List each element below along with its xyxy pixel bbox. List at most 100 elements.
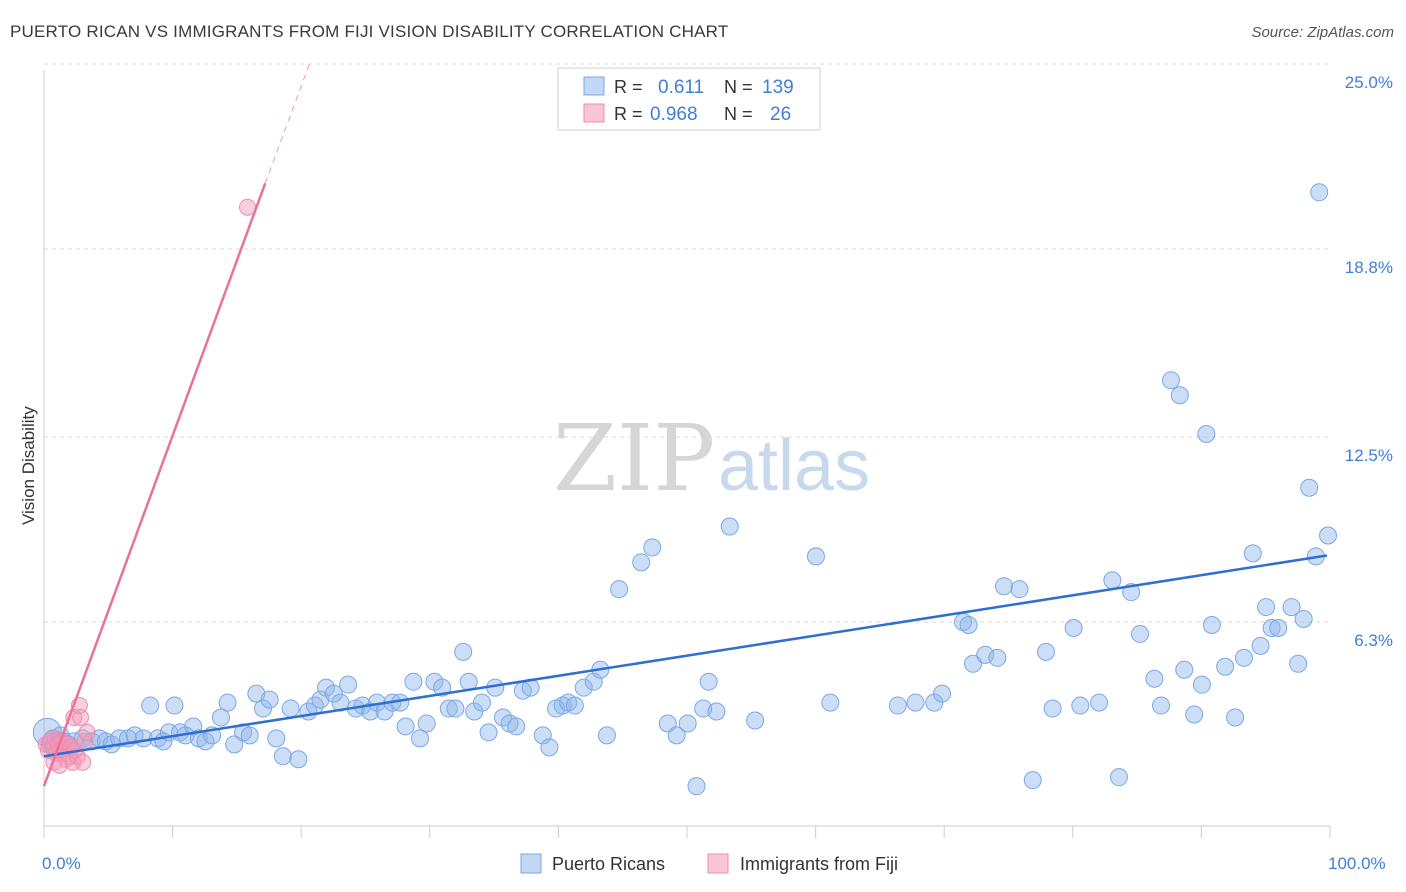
y-tick-label-0: 6.3% — [1354, 631, 1393, 650]
trend-line-fiji — [42, 182, 267, 787]
legend-r-label-1: R = — [614, 77, 643, 97]
point-puerto-rican — [411, 729, 430, 748]
point-puerto-rican — [1294, 610, 1313, 629]
watermark-atlas: atlas — [718, 426, 870, 506]
point-puerto-rican — [1269, 618, 1288, 637]
y-tick-label-3: 25.0% — [1345, 73, 1393, 92]
x-tick-label-min: 0.0% — [42, 854, 81, 873]
point-puerto-rican — [540, 738, 559, 757]
legend-r-label-2: R = — [614, 104, 643, 124]
point-fiji — [78, 723, 96, 741]
point-puerto-rican — [396, 717, 415, 736]
point-puerto-rican — [610, 580, 629, 599]
legend-r-value-2: 0.968 — [650, 104, 698, 125]
point-puerto-rican — [1103, 571, 1122, 590]
point-puerto-rican — [643, 538, 662, 557]
point-puerto-rican — [565, 696, 584, 715]
point-puerto-rican — [439, 699, 458, 718]
point-puerto-rican — [694, 699, 713, 718]
point-puerto-rican — [454, 642, 473, 661]
legend-swatch-blue — [583, 76, 605, 96]
watermark-zip: ZIP — [553, 405, 715, 512]
point-puerto-rican — [806, 547, 825, 566]
point-puerto-rican — [1216, 657, 1235, 676]
legend-n-value-2: 26 — [770, 104, 791, 125]
point-puerto-rican — [1145, 669, 1164, 688]
point-puerto-rican — [1071, 696, 1090, 715]
y-tick-label-2: 18.8% — [1345, 258, 1393, 277]
point-puerto-rican — [1226, 708, 1245, 727]
point-puerto-rican — [994, 577, 1013, 596]
bottom-legend-swatch-blue — [520, 853, 542, 874]
point-puerto-rican — [260, 690, 279, 709]
y-tick-label-1: 12.5% — [1345, 446, 1393, 465]
legend-n-value-1: 139 — [762, 77, 794, 98]
point-puerto-rican — [1202, 615, 1221, 634]
legend-n-label-1: N = — [724, 77, 753, 97]
point-puerto-rican — [821, 693, 840, 712]
point-puerto-rican — [1197, 425, 1216, 444]
point-puerto-rican — [1262, 618, 1281, 637]
point-puerto-rican — [667, 726, 686, 745]
point-puerto-rican — [417, 714, 436, 733]
point-puerto-rican — [1064, 618, 1083, 637]
point-puerto-rican — [1161, 371, 1180, 390]
point-puerto-rican — [247, 684, 266, 703]
point-puerto-rican — [720, 517, 739, 536]
point-puerto-rican — [1043, 699, 1062, 718]
point-puerto-rican — [339, 675, 358, 694]
point-puerto-rican — [1023, 771, 1042, 790]
point-puerto-rican — [707, 702, 726, 721]
point-puerto-rican — [906, 693, 925, 712]
point-puerto-rican — [1109, 768, 1128, 787]
point-puerto-rican — [446, 699, 465, 718]
legend-n-label-2: N = — [724, 104, 753, 124]
point-puerto-rican — [404, 672, 423, 691]
point-puerto-rican — [699, 672, 718, 691]
point-puerto-rican — [959, 615, 978, 634]
point-puerto-rican — [324, 684, 343, 703]
point-puerto-rican — [1300, 478, 1319, 497]
point-puerto-rican — [933, 684, 952, 703]
point-puerto-rican — [988, 648, 1007, 667]
point-puerto-rican — [1310, 183, 1329, 202]
trend-line-fiji-extension — [264, 63, 310, 184]
point-puerto-rican — [1090, 693, 1109, 712]
point-puerto-rican — [1152, 696, 1171, 715]
source-label: Source: ZipAtlas.com — [1251, 24, 1394, 41]
point-puerto-rican — [218, 693, 237, 712]
point-puerto-rican — [479, 723, 498, 742]
point-puerto-rican — [964, 654, 983, 673]
trend-line-puerto-ricans — [43, 554, 1328, 758]
point-puerto-rican — [253, 699, 272, 718]
point-puerto-rican — [1243, 544, 1262, 563]
point-fiji — [71, 708, 89, 726]
point-puerto-rican — [597, 726, 616, 745]
point-puerto-rican — [1175, 660, 1194, 679]
point-puerto-rican — [1036, 642, 1055, 661]
point-puerto-rican — [289, 750, 308, 769]
x-tick-label-max: 100.0% — [1328, 854, 1386, 873]
point-puerto-rican — [165, 696, 184, 715]
point-puerto-rican — [1192, 675, 1211, 694]
point-puerto-rican — [678, 714, 697, 733]
point-puerto-rican — [211, 708, 230, 727]
gridlines — [44, 63, 1330, 623]
series-fiji — [37, 198, 256, 774]
point-puerto-rican — [1257, 598, 1276, 617]
x-axis-ticks — [43, 826, 1331, 838]
bottom-legend-label-fiji: Immigrants from Fiji — [740, 854, 898, 874]
point-puerto-rican — [281, 699, 300, 718]
point-puerto-rican — [141, 696, 160, 715]
point-puerto-rican — [507, 717, 526, 736]
point-puerto-rican — [433, 678, 452, 697]
point-puerto-rican — [361, 702, 380, 721]
point-puerto-rican — [746, 711, 765, 730]
point-puerto-rican — [1170, 386, 1189, 405]
y-tick-labels: 6.3% 12.5% 18.8% 25.0% — [1345, 73, 1393, 650]
y-axis-label: Vision Disability — [19, 406, 38, 525]
legend-swatch-pink — [583, 103, 605, 123]
point-puerto-rican — [1010, 580, 1029, 599]
point-puerto-rican — [1319, 526, 1338, 545]
chart-title: PUERTO RICAN VS IMMIGRANTS FROM FIJI VIS… — [10, 22, 729, 41]
